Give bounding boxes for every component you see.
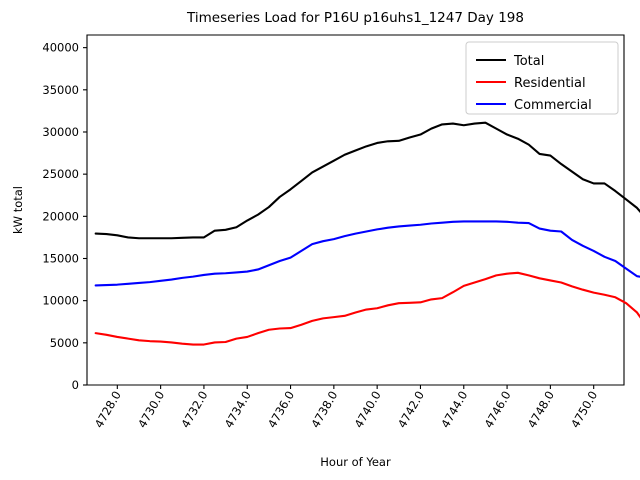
legend-label-total: Total <box>513 54 544 69</box>
y-tick-label: 0 <box>72 378 79 392</box>
y-tick-label: 10000 <box>42 294 79 308</box>
x-tick-label: 4740.0 <box>352 389 384 431</box>
x-tick-label: 4750.0 <box>568 389 600 431</box>
y-tick-label: 40000 <box>42 41 79 55</box>
series-line-total <box>94 121 640 240</box>
axes-frame <box>86 34 625 386</box>
x-tick-label: 4734.0 <box>222 389 254 431</box>
series-line-commercial <box>94 220 640 287</box>
y-tick-label: 35000 <box>42 83 79 97</box>
chart-title: Timeseries Load for P16U p16uhs1_1247 Da… <box>186 10 524 26</box>
y-axis-label: kW total <box>11 186 25 234</box>
y-tick-label: 15000 <box>42 251 79 265</box>
y-tick-label: 20000 <box>42 209 79 223</box>
x-tick-label: 4728.0 <box>92 389 124 431</box>
x-tick-label: 4730.0 <box>135 389 167 431</box>
x-tick-label: 4742.0 <box>395 389 427 431</box>
legend-label-residential: Residential <box>514 76 586 91</box>
x-tick-label: 4748.0 <box>525 389 557 431</box>
x-tick-label: 4732.0 <box>178 389 210 431</box>
legend-label-commercial: Commercial <box>514 98 592 113</box>
x-tick-label: 4744.0 <box>438 389 470 431</box>
x-tick-label: 4746.0 <box>481 389 513 431</box>
x-axis-label: Hour of Year <box>320 455 391 469</box>
x-tick-label: 4736.0 <box>265 389 297 431</box>
x-tick-label: 4738.0 <box>308 389 340 431</box>
series-line-residential <box>94 271 640 346</box>
y-tick-label: 30000 <box>42 125 79 139</box>
y-tick-label: 5000 <box>50 336 79 350</box>
y-tick-label: 25000 <box>42 167 79 181</box>
